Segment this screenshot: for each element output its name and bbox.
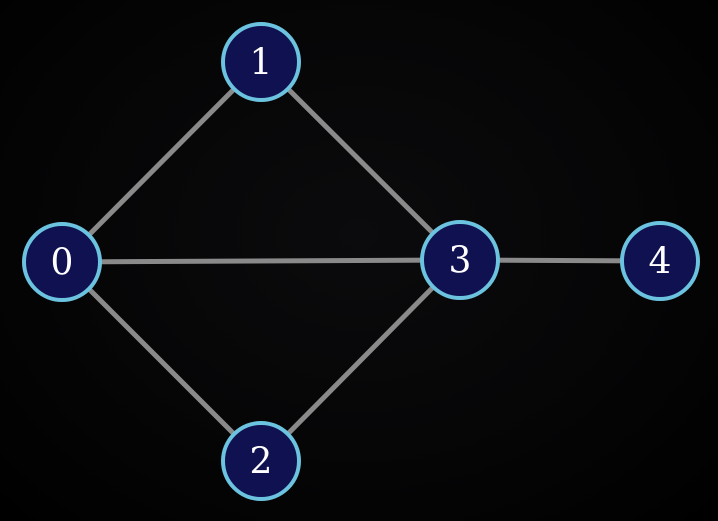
node-label: 3 (449, 241, 472, 282)
node-0: 0 (22, 222, 102, 302)
node-circle (22, 222, 102, 302)
node-circle (420, 220, 500, 300)
node-label: 0 (51, 243, 74, 284)
node-circle (620, 221, 700, 301)
node-circle (221, 421, 301, 501)
nodes-layer: 0 1 2 3 4 (22, 22, 700, 501)
node-4: 4 (620, 221, 700, 301)
node-3: 3 (420, 220, 500, 300)
edge-0-1 (59, 59, 264, 265)
edge-2-3 (258, 257, 463, 464)
node-2: 2 (221, 421, 301, 501)
node-1: 1 (221, 22, 301, 102)
node-label: 2 (250, 442, 273, 483)
node-circle (221, 22, 301, 102)
edge-0-2 (59, 259, 264, 464)
edges-layer (59, 59, 663, 464)
node-label: 4 (649, 242, 672, 283)
edge-0-3 (59, 257, 463, 265)
node-label: 1 (250, 43, 273, 84)
edge-1-3 (258, 59, 463, 263)
